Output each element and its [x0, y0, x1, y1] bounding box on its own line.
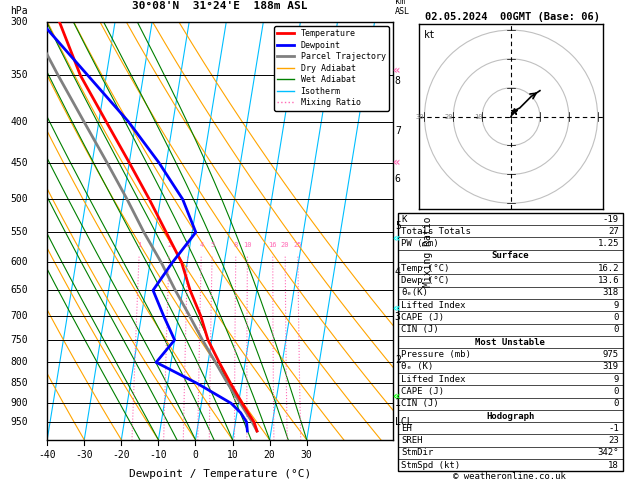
Text: SREH: SREH	[401, 436, 423, 445]
Text: 800: 800	[11, 357, 28, 367]
Text: 9: 9	[613, 375, 619, 383]
Text: CIN (J): CIN (J)	[401, 399, 439, 408]
Text: -1: -1	[608, 424, 619, 433]
Text: hPa: hPa	[11, 6, 28, 16]
Text: 16: 16	[269, 242, 277, 248]
Text: 450: 450	[11, 157, 28, 168]
Text: 3: 3	[186, 242, 190, 248]
Text: «: «	[392, 64, 400, 77]
Text: 30: 30	[416, 114, 425, 120]
Text: 0: 0	[613, 325, 619, 334]
Text: «: «	[392, 156, 400, 169]
Text: 10: 10	[474, 114, 482, 120]
Text: 1.25: 1.25	[598, 239, 619, 248]
Text: PW (cm): PW (cm)	[401, 239, 439, 248]
Text: 975: 975	[603, 350, 619, 359]
Text: Totals Totals: Totals Totals	[401, 227, 471, 236]
Text: StmSpd (kt): StmSpd (kt)	[401, 461, 460, 470]
Text: 318: 318	[603, 288, 619, 297]
Text: Lifted Index: Lifted Index	[401, 301, 466, 310]
Text: kt: kt	[425, 30, 436, 40]
Text: 3: 3	[395, 312, 401, 322]
Text: 10: 10	[226, 450, 238, 460]
Text: 9: 9	[613, 301, 619, 310]
Text: EH: EH	[401, 424, 412, 433]
Text: «: «	[392, 390, 400, 402]
Text: CAPE (J): CAPE (J)	[401, 387, 444, 396]
Text: 4: 4	[395, 267, 401, 277]
Text: 950: 950	[11, 417, 28, 427]
Text: 0: 0	[613, 387, 619, 396]
Text: 2: 2	[167, 242, 172, 248]
Text: -20: -20	[113, 450, 130, 460]
Text: 1: 1	[395, 398, 401, 408]
Text: -10: -10	[150, 450, 167, 460]
Text: Mixing Ratio (g/kg): Mixing Ratio (g/kg)	[423, 175, 433, 287]
Text: CAPE (J): CAPE (J)	[401, 313, 444, 322]
Text: 20: 20	[445, 114, 454, 120]
Text: StmDir: StmDir	[401, 449, 433, 457]
Text: 16.2: 16.2	[598, 264, 619, 273]
Text: 8: 8	[234, 242, 238, 248]
Text: 5: 5	[210, 242, 214, 248]
Text: -30: -30	[75, 450, 93, 460]
Text: 5: 5	[395, 221, 401, 231]
Text: «: «	[392, 302, 400, 315]
Legend: Temperature, Dewpoint, Parcel Trajectory, Dry Adiabat, Wet Adiabat, Isotherm, Mi: Temperature, Dewpoint, Parcel Trajectory…	[274, 26, 389, 111]
Text: 500: 500	[11, 194, 28, 204]
Text: 319: 319	[603, 362, 619, 371]
Text: Dewp (°C): Dewp (°C)	[401, 276, 450, 285]
Text: 600: 600	[11, 258, 28, 267]
Text: 20: 20	[264, 450, 276, 460]
Text: Pressure (mb): Pressure (mb)	[401, 350, 471, 359]
Text: Dewpoint / Temperature (°C): Dewpoint / Temperature (°C)	[129, 469, 311, 479]
Text: 850: 850	[11, 379, 28, 388]
Text: 0: 0	[613, 313, 619, 322]
Text: LCL: LCL	[395, 417, 413, 427]
Text: 30°08'N  31°24'E  188m ASL: 30°08'N 31°24'E 188m ASL	[132, 1, 308, 12]
Text: 4: 4	[199, 242, 204, 248]
Text: CIN (J): CIN (J)	[401, 325, 439, 334]
Text: 27: 27	[608, 227, 619, 236]
Text: 13.6: 13.6	[598, 276, 619, 285]
Text: 2: 2	[395, 355, 401, 365]
Text: 7: 7	[395, 126, 401, 136]
Text: 20: 20	[281, 242, 289, 248]
Text: Lifted Index: Lifted Index	[401, 375, 466, 383]
Text: 0: 0	[192, 450, 198, 460]
Text: 550: 550	[11, 227, 28, 237]
Text: 900: 900	[11, 398, 28, 408]
Text: Hodograph: Hodograph	[486, 412, 534, 420]
Text: 300: 300	[11, 17, 28, 27]
Text: K: K	[401, 214, 407, 224]
Text: 400: 400	[11, 117, 28, 127]
Text: «: «	[392, 232, 400, 244]
Text: 650: 650	[11, 285, 28, 295]
Text: Temp (°C): Temp (°C)	[401, 264, 450, 273]
Text: 350: 350	[11, 70, 28, 80]
Text: 1: 1	[137, 242, 142, 248]
Text: 10: 10	[243, 242, 252, 248]
Text: 700: 700	[11, 311, 28, 321]
Text: 23: 23	[608, 436, 619, 445]
Text: 25: 25	[294, 242, 302, 248]
Text: Surface: Surface	[491, 251, 529, 260]
Text: θₑ (K): θₑ (K)	[401, 362, 433, 371]
Text: 342°: 342°	[598, 449, 619, 457]
Text: 6: 6	[395, 174, 401, 184]
Text: km
ASL: km ASL	[395, 0, 410, 16]
Text: -19: -19	[603, 214, 619, 224]
Text: 30: 30	[301, 450, 313, 460]
Text: -40: -40	[38, 450, 56, 460]
Text: Most Unstable: Most Unstable	[475, 338, 545, 347]
Text: © weatheronline.co.uk: © weatheronline.co.uk	[453, 472, 566, 481]
Text: 0: 0	[613, 399, 619, 408]
Text: 18: 18	[608, 461, 619, 470]
Text: 02.05.2024  00GMT (Base: 06): 02.05.2024 00GMT (Base: 06)	[425, 12, 600, 22]
Text: 750: 750	[11, 335, 28, 345]
Text: 8: 8	[395, 76, 401, 87]
Text: θₑ(K): θₑ(K)	[401, 288, 428, 297]
